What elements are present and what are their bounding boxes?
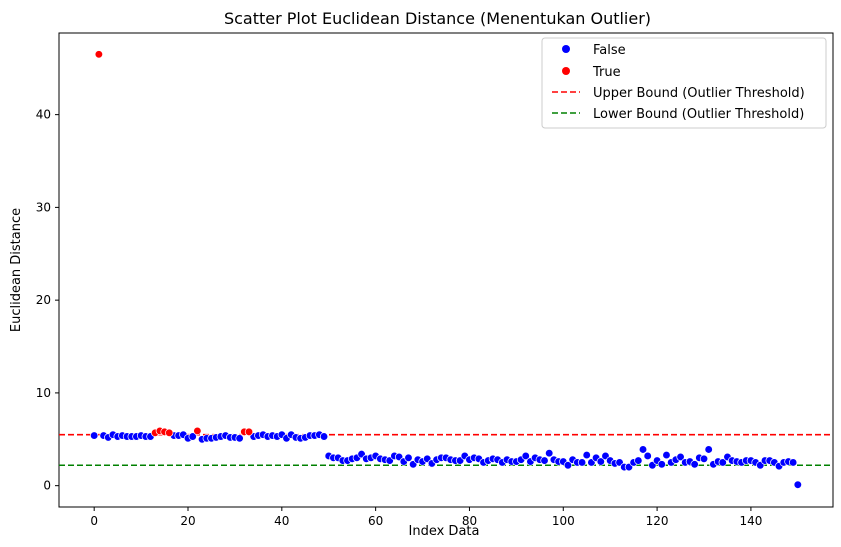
x-tick-label: 40: [274, 514, 289, 528]
legend-marker-true: [562, 67, 570, 75]
point-false: [404, 453, 413, 462]
y-tick-label: 30: [36, 200, 51, 214]
point-false: [235, 434, 244, 443]
point-true: [193, 426, 202, 436]
data-points: [90, 50, 802, 489]
point-false: [521, 451, 530, 461]
x-tick-label: 60: [368, 514, 383, 528]
point-false: [657, 460, 666, 469]
legend-label-false: False: [593, 43, 626, 58]
point-false: [634, 456, 643, 465]
plot-frame: [58, 32, 834, 508]
point-true: [244, 427, 254, 437]
legend-label-upper-bound: Upper Bound (Outlier Threshold): [593, 86, 805, 101]
x-tick-label: 0: [90, 514, 98, 528]
point-false: [638, 445, 648, 454]
x-tick-label: 80: [462, 514, 477, 528]
y-tick-label: 10: [36, 386, 51, 400]
point-false: [188, 432, 197, 441]
legend-box: [541, 37, 827, 129]
point-false: [699, 454, 709, 463]
point-false: [577, 458, 587, 467]
point-false: [582, 450, 591, 460]
point-false: [596, 457, 605, 466]
chart-title: Scatter Plot Euclidean Distance (Menentu…: [224, 9, 651, 28]
y-tick-label: 40: [36, 108, 51, 122]
point-false: [676, 452, 685, 462]
x-tick-label: 120: [646, 514, 669, 528]
point-false: [540, 456, 549, 465]
legend-label-true: True: [592, 65, 621, 80]
x-axis-title: Index Data: [409, 524, 480, 539]
point-false: [690, 460, 699, 469]
legend-marker-false: [562, 45, 570, 53]
point-false: [718, 458, 727, 467]
point-false: [704, 445, 713, 454]
point-true: [94, 50, 104, 59]
point-false: [90, 431, 99, 440]
y-tick-label: 0: [43, 479, 51, 493]
point-false: [545, 449, 554, 458]
point-false: [319, 432, 329, 441]
y-axis-title: Euclidean Distance: [9, 208, 24, 332]
x-tick-label: 100: [552, 514, 575, 528]
x-tick-label: 20: [180, 514, 195, 528]
point-false: [788, 458, 798, 467]
point-true: [165, 428, 174, 437]
y-tick-label: 20: [36, 293, 51, 307]
legend-label-lower-bound: Lower Bound (Outlier Threshold): [593, 107, 804, 122]
point-false: [793, 480, 802, 489]
legend: False True Upper Bound (Outlier Threshol…: [541, 37, 827, 129]
point-false: [662, 450, 671, 460]
x-tick-label: 140: [739, 514, 762, 528]
axis-ticks: 0 20 40 60 80 100 120 140 0 10 20 30 40: [36, 108, 763, 528]
point-false: [643, 451, 652, 461]
point-false: [563, 461, 573, 470]
